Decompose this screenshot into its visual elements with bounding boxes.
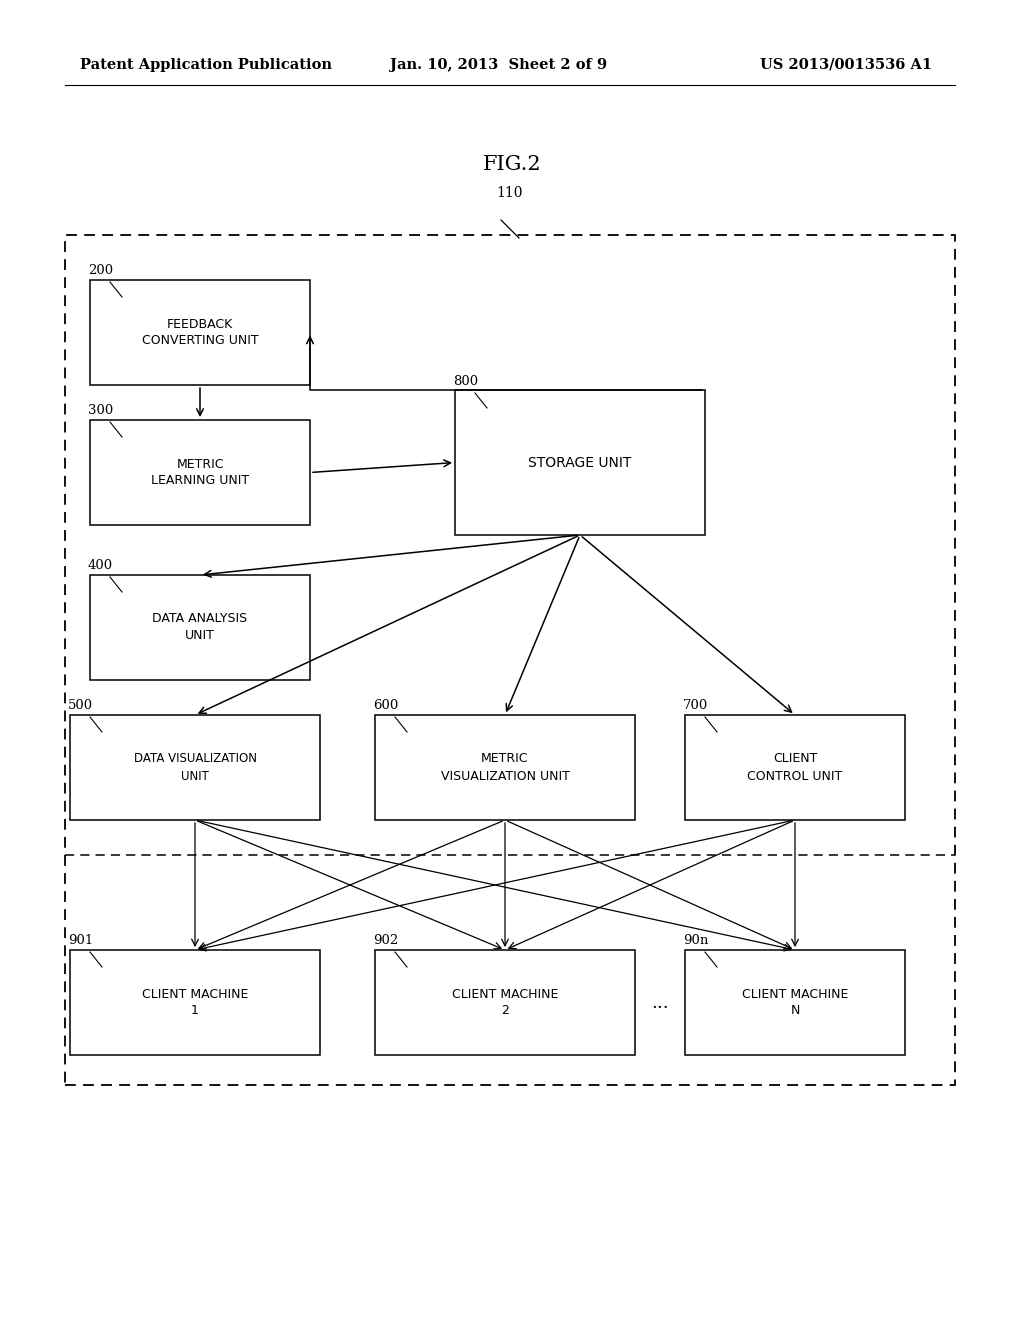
Text: 110: 110 <box>497 186 523 201</box>
Text: METRIC
LEARNING UNIT: METRIC LEARNING UNIT <box>151 458 249 487</box>
Text: 700: 700 <box>683 700 709 711</box>
Text: 90n: 90n <box>683 935 709 946</box>
Text: 500: 500 <box>68 700 93 711</box>
Text: 300: 300 <box>88 404 114 417</box>
Bar <box>90 280 310 385</box>
Text: Jan. 10, 2013  Sheet 2 of 9: Jan. 10, 2013 Sheet 2 of 9 <box>390 58 607 73</box>
Text: 800: 800 <box>453 375 478 388</box>
Text: CLIENT MACHINE
1: CLIENT MACHINE 1 <box>141 987 248 1018</box>
Text: METRIC
VISUALIZATION UNIT: METRIC VISUALIZATION UNIT <box>440 752 569 783</box>
Bar <box>70 715 319 820</box>
Text: CLIENT MACHINE
2: CLIENT MACHINE 2 <box>452 987 558 1018</box>
Text: DATA ANALYSIS
UNIT: DATA ANALYSIS UNIT <box>153 612 248 643</box>
Text: FIG.2: FIG.2 <box>482 156 542 174</box>
Text: 600: 600 <box>373 700 398 711</box>
Bar <box>685 715 905 820</box>
Bar <box>90 576 310 680</box>
Text: FEEDBACK
CONVERTING UNIT: FEEDBACK CONVERTING UNIT <box>141 318 258 347</box>
Bar <box>90 420 310 525</box>
Bar <box>70 950 319 1055</box>
Text: US 2013/0013536 A1: US 2013/0013536 A1 <box>760 58 932 73</box>
Text: 902: 902 <box>373 935 398 946</box>
Text: STORAGE UNIT: STORAGE UNIT <box>528 455 632 470</box>
Text: Patent Application Publication: Patent Application Publication <box>80 58 332 73</box>
Text: 901: 901 <box>68 935 93 946</box>
Text: 400: 400 <box>88 558 113 572</box>
Text: CLIENT
CONTROL UNIT: CLIENT CONTROL UNIT <box>748 752 843 783</box>
Bar <box>455 389 705 535</box>
Text: 200: 200 <box>88 264 113 277</box>
Text: ...: ... <box>651 994 669 1011</box>
Bar <box>65 235 955 1085</box>
Bar <box>375 715 635 820</box>
Bar <box>685 950 905 1055</box>
Bar <box>375 950 635 1055</box>
Text: CLIENT MACHINE
N: CLIENT MACHINE N <box>741 987 848 1018</box>
Text: DATA VISUALIZATION
UNIT: DATA VISUALIZATION UNIT <box>133 752 256 783</box>
